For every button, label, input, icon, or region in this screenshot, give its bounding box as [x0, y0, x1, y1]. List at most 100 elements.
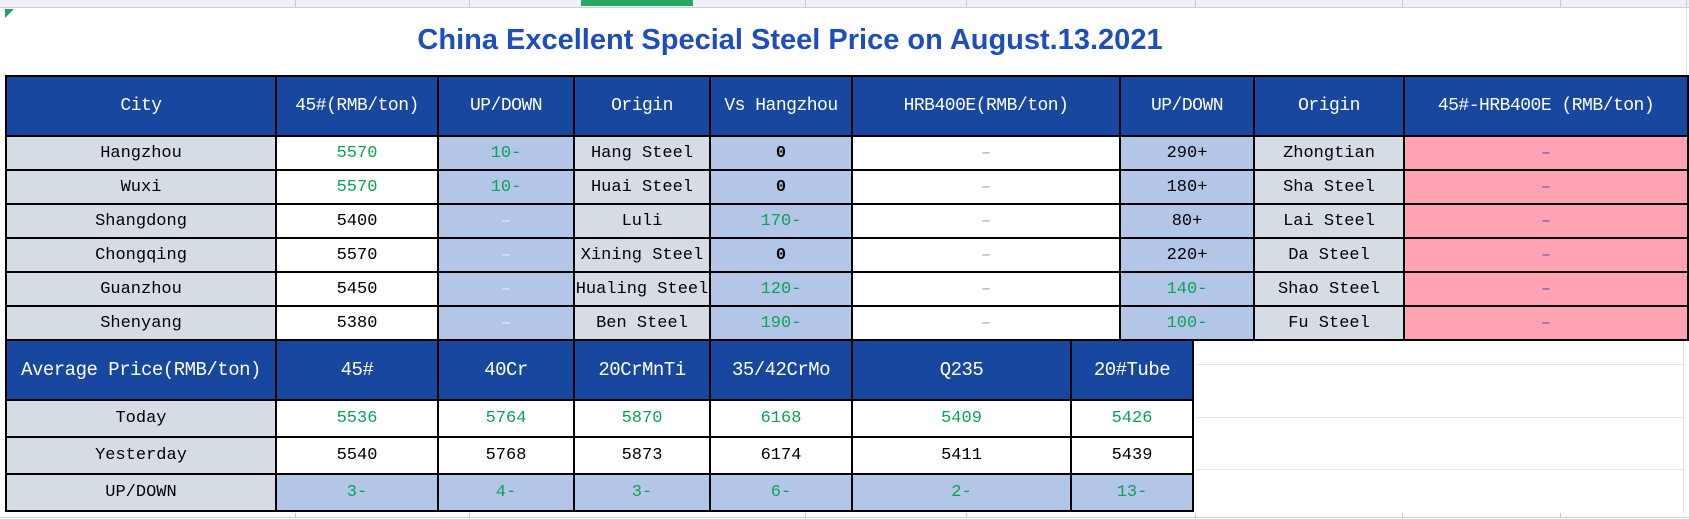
average-row-label[interactable]: UP/DOWN: [5, 473, 277, 512]
steel-cell[interactable]: Guanzhou: [5, 271, 277, 307]
steel-cell[interactable]: Shangdong: [5, 203, 277, 239]
average-col-header[interactable]: 45#: [275, 339, 439, 401]
steel-cell[interactable]: 290+: [1119, 135, 1255, 171]
average-cell[interactable]: 6-: [709, 473, 853, 512]
steel-cell[interactable]: –: [851, 237, 1121, 273]
steel-cell[interactable]: Hang Steel: [573, 135, 711, 171]
average-cell[interactable]: 5768: [437, 436, 575, 475]
average-cell[interactable]: 5426: [1070, 399, 1194, 438]
steel-cell[interactable]: 140-: [1119, 271, 1255, 307]
average-col-header[interactable]: 20#Tube: [1070, 339, 1194, 401]
grid-line: [1195, 0, 1196, 7]
steel-cell[interactable]: 10-: [437, 135, 575, 171]
steel-cell[interactable]: 5570: [275, 169, 439, 205]
steel-cell[interactable]: –: [437, 203, 575, 239]
steel-table-header-row: City 45#(RMB/ton) UP/DOWN Origin Vs Hangzhou…: [5, 75, 1689, 137]
average-cell[interactable]: 5409: [851, 399, 1072, 438]
steel-cell[interactable]: –: [851, 135, 1121, 171]
steel-cell[interactable]: 80+: [1119, 203, 1255, 239]
average-cell[interactable]: 3-: [275, 473, 439, 512]
average-col-header[interactable]: Average Price(RMB/ton): [5, 339, 277, 401]
steel-cell[interactable]: Luli: [573, 203, 711, 239]
steel-cell[interactable]: Sha Steel: [1253, 169, 1405, 205]
steel-cell[interactable]: 100-: [1119, 305, 1255, 341]
steel-col-header[interactable]: City: [5, 75, 277, 137]
steel-cell[interactable]: Hangzhou: [5, 135, 277, 171]
average-cell[interactable]: 2-: [851, 473, 1072, 512]
steel-cell[interactable]: –: [1403, 271, 1689, 307]
steel-col-header[interactable]: HRB400E(RMB/ton): [851, 75, 1121, 137]
steel-cell[interactable]: 220+: [1119, 237, 1255, 273]
steel-cell[interactable]: 10-: [437, 169, 575, 205]
average-row-label[interactable]: Today: [5, 399, 277, 438]
steel-cell[interactable]: 5570: [275, 237, 439, 273]
steel-col-header[interactable]: 45#-HRB400E (RMB/ton): [1403, 75, 1689, 137]
steel-cell[interactable]: 180+: [1119, 169, 1255, 205]
average-cell[interactable]: 6168: [709, 399, 853, 438]
average-cell[interactable]: 3-: [573, 473, 711, 512]
average-cell[interactable]: 5536: [275, 399, 439, 438]
steel-cell[interactable]: 170-: [709, 203, 853, 239]
steel-cell[interactable]: Chongqing: [5, 237, 277, 273]
steel-cell[interactable]: Ben Steel: [573, 305, 711, 341]
average-cell[interactable]: 5540: [275, 436, 439, 475]
steel-cell[interactable]: –: [1403, 237, 1689, 273]
steel-cell[interactable]: 120-: [709, 271, 853, 307]
steel-col-header[interactable]: Origin: [1253, 75, 1405, 137]
steel-cell[interactable]: 5450: [275, 271, 439, 307]
steel-cell[interactable]: Shao Steel: [1253, 271, 1405, 307]
average-col-header[interactable]: 40Cr: [437, 339, 575, 401]
grid-line: [1196, 364, 1685, 365]
average-cell[interactable]: 13-: [1070, 473, 1194, 512]
steel-cell[interactable]: –: [437, 237, 575, 273]
steel-cell[interactable]: Hualing Steel: [573, 271, 711, 307]
steel-col-header[interactable]: UP/DOWN: [1119, 75, 1255, 137]
steel-cell[interactable]: Zhongtian: [1253, 135, 1405, 171]
steel-cell[interactable]: –: [851, 169, 1121, 205]
average-row-label[interactable]: Yesterday: [5, 436, 277, 475]
average-cell[interactable]: 5870: [573, 399, 711, 438]
steel-cell[interactable]: Wuxi: [5, 169, 277, 205]
steel-cell[interactable]: –: [851, 305, 1121, 341]
steel-cell[interactable]: Fu Steel: [1253, 305, 1405, 341]
steel-table-body: Hangzhou 5570 10- Hang Steel 0–290+ Zhongtian…: [5, 135, 1689, 341]
steel-cell[interactable]: Lai Steel: [1253, 203, 1405, 239]
steel-cell[interactable]: –: [1403, 305, 1689, 341]
steel-cell[interactable]: 0: [709, 135, 853, 171]
average-cell[interactable]: 5873: [573, 436, 711, 475]
steel-cell[interactable]: Huai Steel: [573, 169, 711, 205]
average-table-row: Today 5536 5764 5870 6168 5409 5426: [5, 399, 1194, 438]
steel-cell[interactable]: –: [437, 271, 575, 307]
steel-col-header[interactable]: UP/DOWN: [437, 75, 575, 137]
steel-cell[interactable]: –: [851, 271, 1121, 307]
steel-cell[interactable]: –: [1403, 203, 1689, 239]
average-cell[interactable]: 5411: [851, 436, 1072, 475]
steel-cell[interactable]: –: [1403, 135, 1689, 171]
steel-cell[interactable]: 5380: [275, 305, 439, 341]
steel-col-header[interactable]: 45#(RMB/ton): [275, 75, 439, 137]
average-cell[interactable]: 5439: [1070, 436, 1194, 475]
steel-cell[interactable]: 0: [709, 237, 853, 273]
steel-price-table: City 45#(RMB/ton) UP/DOWN Origin Vs Hangzhou…: [5, 75, 1689, 341]
steel-cell[interactable]: –: [851, 203, 1121, 239]
page-title[interactable]: China Excellent Special Steel Price on A…: [417, 23, 1163, 56]
steel-cell[interactable]: Shenyang: [5, 305, 277, 341]
steel-cell[interactable]: –: [437, 305, 575, 341]
steel-cell[interactable]: 190-: [709, 305, 853, 341]
steel-cell[interactable]: 5400: [275, 203, 439, 239]
grid-line: [1683, 341, 1684, 513]
average-col-header[interactable]: 35/42CrMo: [709, 339, 853, 401]
steel-cell[interactable]: –: [1403, 169, 1689, 205]
average-cell[interactable]: 4-: [437, 473, 575, 512]
average-col-header[interactable]: 20CrMnTi: [573, 339, 711, 401]
average-cell[interactable]: 5764: [437, 399, 575, 438]
steel-cell[interactable]: 5570: [275, 135, 439, 171]
steel-cell[interactable]: Xining Steel: [573, 237, 711, 273]
steel-cell[interactable]: 0: [709, 169, 853, 205]
steel-col-header[interactable]: Origin: [573, 75, 711, 137]
steel-table-row: Chongqing 5570– Xining Steel 0–220+ Da Steel…: [5, 237, 1689, 273]
average-cell[interactable]: 6174: [709, 436, 853, 475]
steel-cell[interactable]: Da Steel: [1253, 237, 1405, 273]
steel-col-header[interactable]: Vs Hangzhou: [709, 75, 853, 137]
average-col-header[interactable]: Q235: [851, 339, 1072, 401]
